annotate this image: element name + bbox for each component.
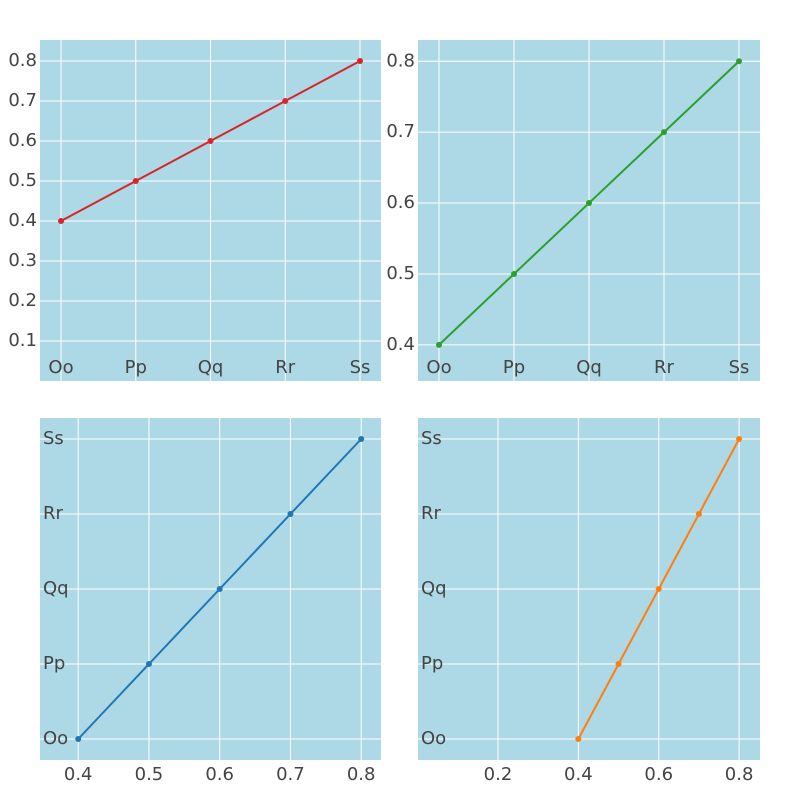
y-tick-label: 0.5 [8,170,37,191]
subplot: Oo Pp Qq Rr Ss 0.2 0.4 0.6 0.8 [418,418,760,785]
y-tick-label: 0.2 [8,290,37,311]
x-tick-label: 0.6 [205,764,234,785]
x-tick-label: Ss [729,357,750,378]
marker [736,436,743,442]
y-tick-label: 0.7 [8,90,37,111]
marker [145,661,152,667]
y-tick-label: 0.8 [8,50,37,71]
y-tick-label: 0.3 [8,250,37,271]
marker [207,138,214,144]
y-tick-label: 0.4 [386,334,415,355]
y-tick-label: 0.5 [386,263,415,284]
y-tick-label: Rr [421,503,442,524]
x-tick-label: Rr [275,357,296,378]
marker [58,218,64,224]
x-tick-label: 0.4 [64,764,93,785]
marker [615,661,622,667]
y-tick-label: Oo [421,728,446,749]
marker [736,58,742,65]
marker [586,200,592,207]
marker [357,58,363,64]
y-tick-label: 0.6 [386,192,415,213]
marker [655,586,662,592]
marker [436,341,442,348]
marker [358,436,365,442]
marker [695,511,702,517]
y-tick-label: Ss [43,428,64,449]
marker [282,98,289,104]
marker [287,511,294,517]
y-tick-label: Rr [43,503,64,524]
marker [575,736,582,742]
x-tick-label: 0.6 [644,764,673,785]
y-tick-label: 0.8 [386,50,415,71]
x-tick-label: Pp [125,357,147,378]
y-tick-label: Qq [43,578,69,599]
x-tick-label: Ss [350,357,371,378]
y-tick-label: 0.7 [386,121,415,142]
y-tick-label: Oo [43,728,68,749]
x-tick-label: 0.4 [564,764,593,785]
x-tick-label: Oo [426,357,451,378]
x-tick-label: 0.7 [276,764,305,785]
y-tick-label: Ss [421,428,442,449]
y-tick-label: 0.6 [8,130,37,151]
subplot: Oo Pp Qq Rr Ss 0.4 0.5 0.6 0.7 0.8 [386,40,760,381]
marker [132,178,139,184]
y-tick-label: 0.1 [8,330,37,351]
x-tick-label: 0.8 [725,764,754,785]
y-tick-label: Qq [421,578,447,599]
x-tick-label: 0.2 [484,764,513,785]
subplot: Oo Pp Qq Rr Ss 0.4 0.5 0.6 0.7 0.8 [40,418,381,785]
x-tick-label: 0.8 [347,764,376,785]
marker [661,129,667,136]
marker [216,586,223,592]
x-tick-label: 0.5 [135,764,164,785]
x-tick-label: Pp [503,357,525,378]
marker [511,270,517,277]
y-tick-label: Pp [43,653,65,674]
x-tick-label: Oo [48,357,73,378]
marker [75,736,82,742]
x-tick-label: Qq [576,357,602,378]
x-tick-label: Qq [198,357,224,378]
subplot: Oo Pp Qq Rr Ss 0.1 0.2 0.3 0.4 0.5 0.6 0.7 0.8 [8,40,381,381]
y-tick-label: 0.4 [8,210,37,231]
y-tick-label: Pp [421,653,443,674]
x-tick-label: Rr [654,357,675,378]
